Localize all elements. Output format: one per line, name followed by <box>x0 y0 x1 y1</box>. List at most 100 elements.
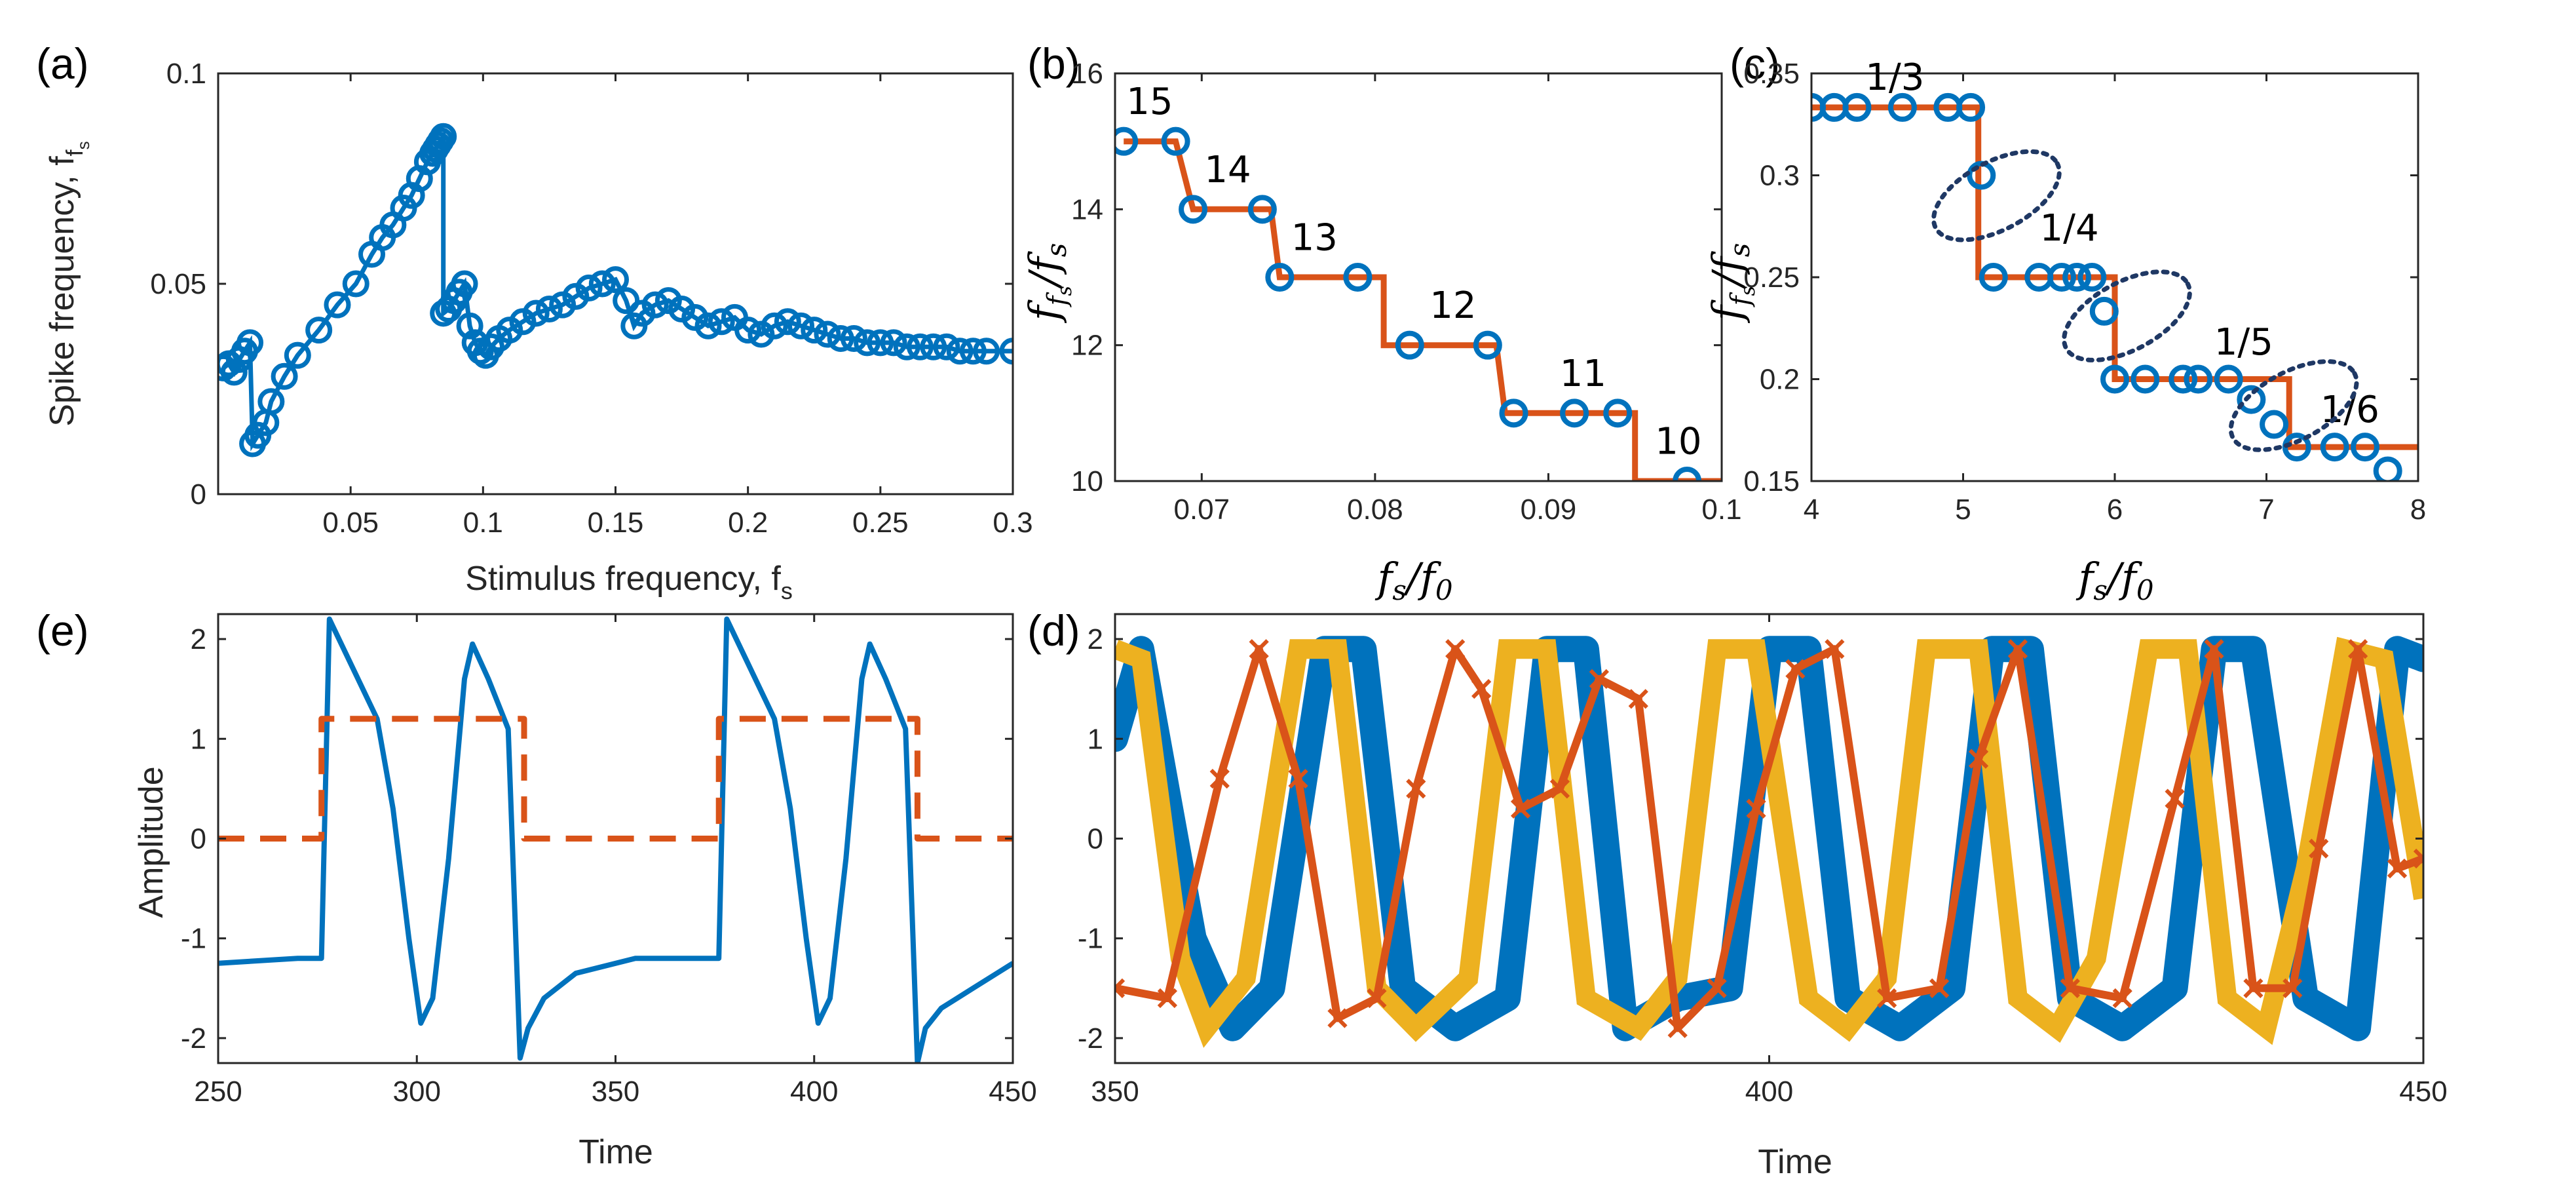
panel-c-plot <box>1811 92 2418 481</box>
x-tick-label: 350 <box>592 1076 639 1108</box>
data-point <box>2214 364 2243 394</box>
y-tick-label: -1 <box>181 923 206 955</box>
data-point <box>999 338 1013 365</box>
data-point <box>761 312 788 339</box>
x-tick-label: 400 <box>790 1076 838 1108</box>
y-tick-label: 10 <box>1071 465 1103 497</box>
data-point <box>801 317 828 344</box>
x-marker <box>1877 988 1897 1009</box>
panel-c-xlabel: fs/f0 <box>2075 554 2153 606</box>
step-annotation: 1/5 <box>2214 321 2273 364</box>
x-tick-label: 0.25 <box>852 507 909 539</box>
data-point <box>562 282 590 310</box>
data-point <box>1967 161 1996 190</box>
y-tick-label: 0.3 <box>1760 160 1800 192</box>
data-point <box>906 333 934 360</box>
data-point <box>2131 364 2160 394</box>
data-point <box>959 338 987 365</box>
x-tick-label: 4 <box>1804 494 1819 526</box>
highlight-ellipse <box>2062 269 2192 362</box>
data-point <box>430 123 457 150</box>
data-point <box>2100 364 2129 394</box>
data-point <box>602 266 629 294</box>
y-tick-label: -2 <box>1078 1022 1103 1055</box>
y-tick-label: 0.1 <box>166 58 206 90</box>
x-tick-label: 6 <box>2107 494 2123 526</box>
x-tick-label: 0.2 <box>728 507 768 539</box>
step-annotation: 13 <box>1291 217 1338 260</box>
data-point <box>2237 385 2266 414</box>
data-point <box>628 300 656 327</box>
data-point <box>613 287 640 315</box>
data-point <box>2062 263 2092 292</box>
x-tick-label: 0.1 <box>1701 494 1741 526</box>
x-tick-label: 0.09 <box>1521 494 1577 526</box>
step-annotation: 1/6 <box>2320 389 2379 431</box>
data-point <box>774 308 801 336</box>
panel-e-xlabel: Time <box>578 1133 653 1171</box>
step-annotation: 11 <box>1560 353 1606 395</box>
x-marker <box>1746 798 1766 819</box>
data-point <box>284 341 311 369</box>
x-marker <box>1549 779 1570 799</box>
data-point <box>237 329 264 357</box>
x-marker <box>1406 779 1426 799</box>
data-point <box>535 296 563 323</box>
data-point <box>880 329 907 357</box>
data-point <box>2089 296 2119 326</box>
panel-d: (d) 350 400 450 -2 -1 0 1 2 Time <box>1027 606 2448 1181</box>
panel-c-label: (c) <box>1730 39 1780 88</box>
data-point <box>305 317 333 344</box>
x-marker <box>2387 859 2408 879</box>
x-marker <box>2309 838 2329 859</box>
step-annotation: 15 <box>1126 81 1173 123</box>
data-point <box>1499 398 1528 428</box>
y-tick-label: 1 <box>191 723 206 755</box>
data-point <box>2169 364 2198 394</box>
data-point <box>1179 195 1208 224</box>
data-point <box>1603 398 1633 428</box>
x-marker <box>1667 1018 1688 1038</box>
response-line <box>218 616 1013 1063</box>
x-tick-label: 0.15 <box>588 507 644 539</box>
data-point <box>588 270 616 298</box>
step-line <box>1124 138 1722 481</box>
x-marker <box>1471 679 1492 699</box>
x-tick-label: 450 <box>2399 1076 2447 1108</box>
x-tick-label: 0.3 <box>993 507 1032 539</box>
y-tick-label: 1 <box>1088 723 1103 755</box>
x-marker <box>1968 748 1989 769</box>
data-point <box>1473 330 1502 360</box>
data-point <box>893 333 920 360</box>
data-point <box>1247 195 1277 224</box>
data-point <box>973 338 1000 365</box>
x-marker <box>1589 669 1610 689</box>
panel-d-label: (d) <box>1027 606 1080 655</box>
data-point <box>840 324 867 352</box>
panel-e-ticks: 250 300 350 400 450 -2 -1 0 1 2 <box>181 614 1037 1108</box>
x-marker <box>2413 848 2423 869</box>
y-tick-label: 2 <box>191 623 206 655</box>
panel-b-xlabel: fs/f0 <box>1374 554 1452 606</box>
data-point <box>708 308 735 336</box>
x-marker <box>2060 978 2080 998</box>
panel-e-label: (e) <box>36 606 89 655</box>
data-point <box>867 329 894 357</box>
data-point <box>2260 410 2289 439</box>
data-point <box>654 287 682 315</box>
panel-d-ticks: 350 400 450 -2 -1 0 1 2 <box>1078 614 2448 1108</box>
panel-a-ticks: 0.05 0.1 0.15 0.2 0.25 0.3 0 0.05 0.1 <box>150 58 1032 539</box>
y-tick-label: 14 <box>1071 193 1103 225</box>
data-point <box>342 270 369 298</box>
data-point <box>1161 126 1190 156</box>
data-point <box>271 362 298 390</box>
panel-d-xlabel: Time <box>1758 1143 1832 1181</box>
x-marker <box>2282 978 2303 998</box>
data-point <box>827 324 854 352</box>
x-marker <box>1367 988 1387 1009</box>
data-point <box>920 333 947 360</box>
data-point <box>451 270 478 298</box>
step-annotation: 1/4 <box>2039 207 2098 250</box>
data-point <box>854 329 881 357</box>
